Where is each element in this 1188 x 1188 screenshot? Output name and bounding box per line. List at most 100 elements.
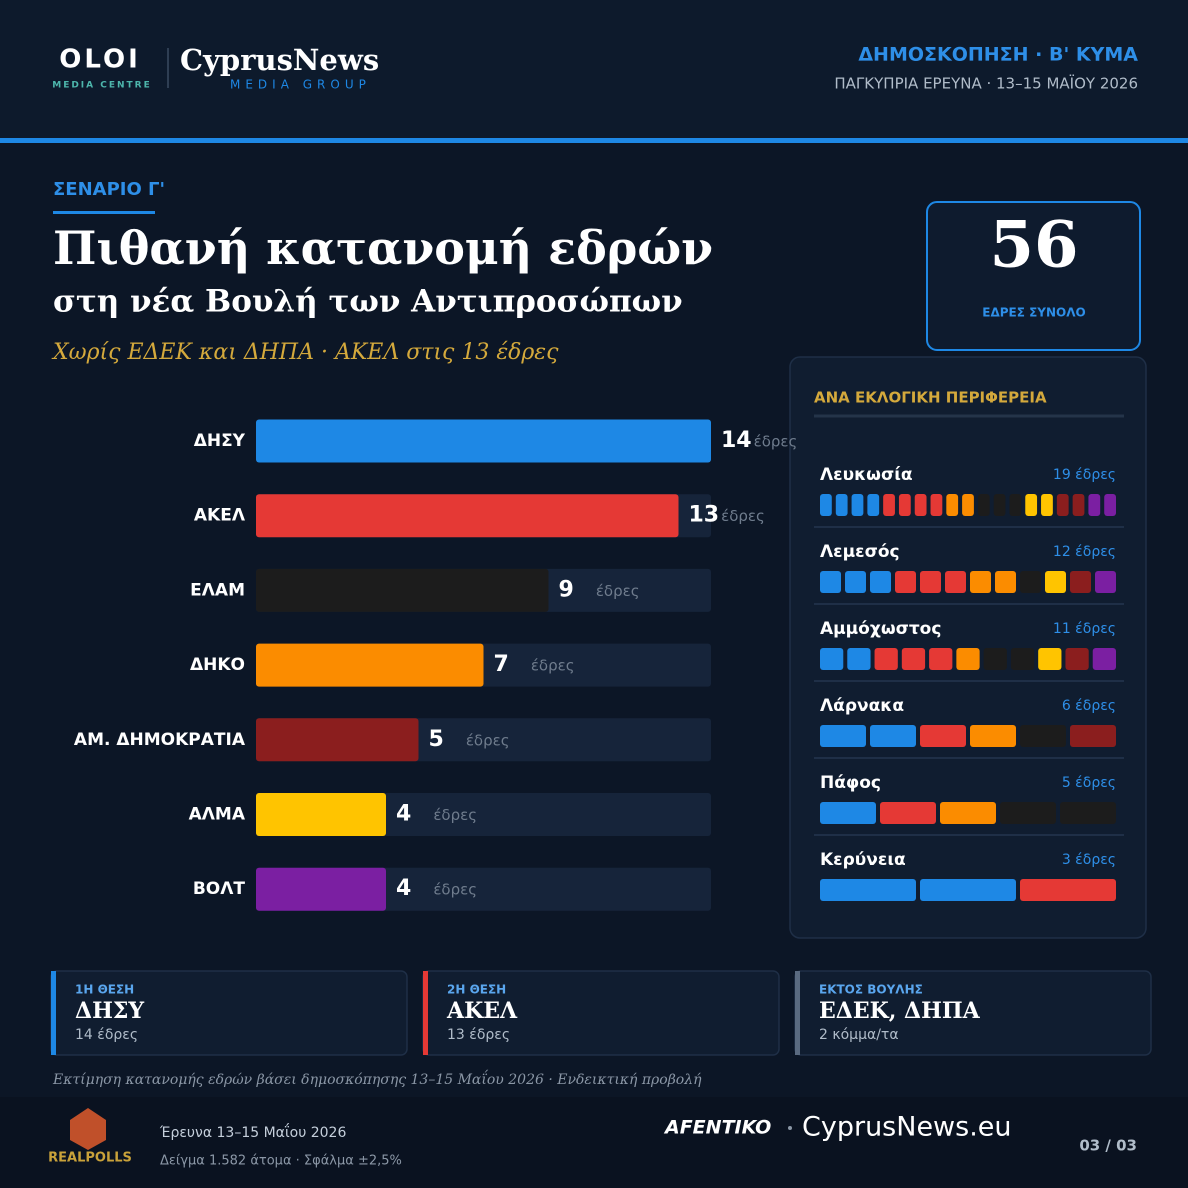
page-number: 03 / 03 xyxy=(1079,1137,1137,1155)
total-box xyxy=(926,201,1141,351)
seat-block xyxy=(898,494,911,516)
site: CyprusNews.eu xyxy=(802,1112,1012,1143)
seat-block xyxy=(920,571,941,593)
kicker: ΔΗΜΟΣΚΟΠΗΣΗ · Β' ΚΥΜΑ xyxy=(858,44,1138,66)
chart-title: Πιθανή κατανομή εδρών xyxy=(53,221,713,275)
value-label: 4 xyxy=(396,876,411,901)
value-label: 4 xyxy=(396,802,411,827)
partner: AFENTIKO xyxy=(663,1117,771,1139)
logo-sub: MEDIA CENTRE xyxy=(52,81,152,91)
value-label: 9 xyxy=(559,577,574,602)
region-name: Πάφος xyxy=(820,773,881,793)
seat-block xyxy=(1025,494,1038,516)
region-seats: 19 έδρες xyxy=(1053,467,1116,483)
seat-block xyxy=(820,802,876,824)
region-seats: 11 έδρες xyxy=(1053,621,1116,637)
card-label: ΕΚΤΟΣ ΒΟΥΛΗΣ xyxy=(819,983,923,997)
category-label: ΔΗΣΥ xyxy=(194,431,246,451)
seat-block xyxy=(820,648,844,670)
seat-block xyxy=(946,494,959,516)
value-label: 14 xyxy=(721,428,752,453)
seat-block xyxy=(1072,494,1085,516)
seat-block xyxy=(920,725,966,747)
seat-block xyxy=(870,725,916,747)
seat-block xyxy=(820,725,866,747)
seat-block xyxy=(956,648,980,670)
unit-label: έδρες xyxy=(531,657,575,675)
seat-block xyxy=(1060,802,1116,824)
seat-block xyxy=(920,879,1016,901)
seat-block xyxy=(820,571,841,593)
unit-label: έδρες xyxy=(721,507,765,525)
seat-block xyxy=(995,571,1016,593)
card-label: 2Η ΘΕΣΗ xyxy=(447,983,506,997)
seat-block xyxy=(874,648,898,670)
value-label: 13 xyxy=(689,503,720,528)
category-label: ΕΛΑΜ xyxy=(190,580,245,600)
bar xyxy=(256,494,679,538)
logo-main: OLOI xyxy=(59,45,141,75)
category-label: ΑΚΕΛ xyxy=(194,506,246,526)
seat-block xyxy=(851,494,864,516)
seat-block xyxy=(1070,725,1116,747)
seat-block xyxy=(1056,494,1069,516)
header-subtitle: ΠΑΓΚΥΠΡΙΑ ΕΡΕΥΝΑ · 13–15 ΜΑΪΟΥ 2026 xyxy=(834,74,1138,93)
seat-block xyxy=(962,494,974,516)
seat-block xyxy=(895,571,916,593)
category-label: ΒΟΛΤ xyxy=(193,879,246,899)
brand-sub: MEDIA GROUP xyxy=(230,78,371,92)
total-value: 56 xyxy=(989,208,1078,283)
card-party: ΔΗΣΥ xyxy=(75,998,144,1024)
card-party: ΑΚΕΛ xyxy=(446,998,518,1024)
pollster: REALPOLLS xyxy=(48,1151,132,1166)
unit-label: έδρες xyxy=(433,806,477,824)
region-name: Λάρνακα xyxy=(820,696,904,716)
seat-block xyxy=(914,494,927,516)
seat-block xyxy=(820,494,832,516)
card-accent xyxy=(423,971,428,1055)
seat-block xyxy=(977,494,990,516)
region-name: Αμμόχωστος xyxy=(820,619,941,639)
region-name: Λευκωσία xyxy=(820,465,913,485)
seat-block xyxy=(1038,648,1062,670)
unit-label: έδρες xyxy=(433,881,477,899)
scenario-underline xyxy=(53,211,155,214)
region-name: Λεμεσός xyxy=(820,542,900,562)
seat-block xyxy=(970,571,991,593)
seat-block xyxy=(835,494,848,516)
scenario: ΣΕΝΑΡΙΟ Γ' xyxy=(53,179,165,200)
footer-dot xyxy=(788,1126,792,1130)
unit-label: έδρες xyxy=(466,731,510,749)
seat-block xyxy=(970,725,1016,747)
card-detail: 14 έδρες xyxy=(75,1027,138,1043)
seat-block xyxy=(847,648,871,670)
card-detail: 13 έδρες xyxy=(447,1027,510,1043)
seat-block xyxy=(945,571,966,593)
seat-block xyxy=(940,802,996,824)
seat-block xyxy=(1095,571,1116,593)
unit-label: έδρες xyxy=(754,433,798,451)
region-seats: 12 έδρες xyxy=(1053,544,1116,560)
seat-block xyxy=(930,494,943,516)
bar xyxy=(256,419,711,463)
card-accent xyxy=(795,971,800,1055)
seat-block xyxy=(1088,494,1101,516)
seat-block xyxy=(1020,725,1066,747)
survey: Έρευνα 13–15 Μαΐου 2026 xyxy=(159,1123,346,1141)
region-seats: 3 έδρες xyxy=(1062,852,1116,868)
seat-block xyxy=(845,571,866,593)
seat-block xyxy=(880,802,936,824)
brand: CyprusNews xyxy=(180,43,379,77)
region-seats: 5 έδρες xyxy=(1062,775,1116,791)
sample: Δείγμα 1.582 άτομα · Σφάλμα ±2,5% xyxy=(160,1154,402,1169)
card-accent xyxy=(51,971,56,1055)
seat-block xyxy=(993,494,1006,516)
footer-bg xyxy=(0,1097,1188,1188)
region-seats: 6 έδρες xyxy=(1062,698,1116,714)
seat-block xyxy=(1045,571,1066,593)
seat-block xyxy=(1065,648,1089,670)
chart-subtitle: στη νέα Βουλή των Αντιπροσώπων xyxy=(53,284,683,320)
seat-block xyxy=(870,571,891,593)
pollster-icon xyxy=(70,1108,106,1150)
